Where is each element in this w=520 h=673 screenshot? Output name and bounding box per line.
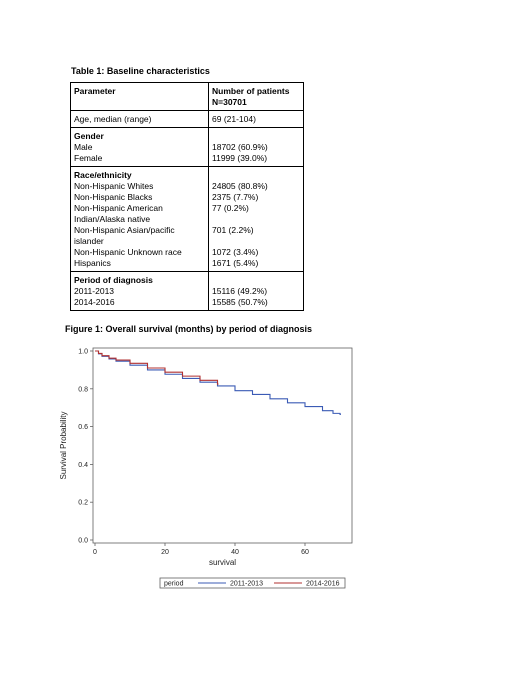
row-value: 15116 (49.2%) — [212, 286, 268, 296]
age-value: 69 (21-104) — [208, 110, 304, 128]
group-values: 15116 (49.2%) 15585 (50.7%) — [208, 271, 304, 311]
table-header-row: Parameter Number of patients N=30701 — [70, 82, 304, 111]
group-row: Gender Male Female 18702 (60.9%) 11999 (39.… — [70, 127, 304, 167]
y-tick-label: 0.2 — [78, 500, 88, 507]
x-axis-label: survival — [209, 558, 236, 567]
age-label: Age, median (range) — [70, 110, 209, 128]
group-title-spacer — [212, 170, 300, 181]
group-labels: Period of diagnosis 2011-2013 2014-2016 — [70, 271, 209, 311]
row-label: Non-Hispanic American — [74, 203, 163, 213]
survival-curves — [95, 350, 341, 415]
row-label: 2014-2016 — [74, 297, 115, 307]
plot-frame — [92, 347, 353, 544]
value-spacer — [212, 236, 300, 247]
survival-chart: 0.0 0.2 0.4 0.6 0.8 1.0 0 20 40 60 Survival Prob… — [59, 347, 353, 589]
y-tick-label: 0.6 — [78, 424, 88, 431]
x-tick-label: 20 — [161, 549, 169, 556]
group-labels: Race/ethnicity Non-Hispanic Whites Non-His… — [70, 166, 209, 272]
group-values: 18702 (60.9%) 11999 (39.0%) — [208, 127, 304, 167]
survival-curve-1 — [95, 350, 219, 385]
group-row: Period of diagnosis 2011-2013 2014-2016 15… — [70, 271, 304, 311]
parameter-header: Parameter — [70, 82, 209, 111]
row-value: 15585 (50.7%) — [212, 297, 268, 307]
y-axis-ticks: 0.0 0.2 0.4 0.6 0.8 1.0 — [78, 349, 93, 545]
x-tick-label: 60 — [301, 549, 309, 556]
patients-header-line1: Number of patients — [212, 86, 290, 96]
legend-title: period — [164, 581, 184, 588]
y-tick-label: 0.8 — [78, 386, 88, 393]
row-label: 2011-2013 — [74, 286, 115, 296]
group-title-spacer — [212, 131, 300, 142]
row-value: 18702 (60.9%) — [212, 142, 268, 152]
legend-box — [159, 577, 346, 589]
figure-caption: Figure 1: Overall survival (months) by p… — [65, 324, 313, 334]
row-label: Non-Hispanic Unknown race — [74, 247, 182, 257]
x-tick-label: 0 — [93, 549, 97, 556]
group-row: Race/ethnicity Non-Hispanic Whites Non-His… — [70, 166, 304, 272]
group-title: Period of diagnosis — [74, 275, 153, 285]
patients-header: Number of patients N=30701 — [208, 82, 304, 111]
y-tick-label: 0.0 — [78, 538, 88, 545]
x-axis-ticks: 0 20 40 60 — [93, 543, 309, 556]
y-tick-label: 0.4 — [78, 462, 88, 469]
group-title: Gender — [74, 131, 104, 141]
row-label: Female — [74, 153, 103, 163]
row-label: Non-Hispanic Whites — [74, 181, 154, 191]
legend-label-1: 2014-2016 — [306, 581, 340, 588]
survival-curve-0 — [95, 350, 341, 415]
group-values: 24805 (80.8%) 2375 (7.7%) 77 (0.2%) 701 (2… — [208, 166, 304, 272]
baseline-table: Parameter Number of patients N=30701 Age… — [70, 82, 304, 311]
table-caption: Table 1: Baseline characteristics — [71, 66, 210, 76]
group-title: Race/ethnicity — [74, 170, 132, 180]
value-spacer — [212, 214, 300, 225]
x-tick-label: 40 — [231, 549, 239, 556]
row-label: Hispanics — [74, 258, 111, 268]
row-value: 701 (2.2%) — [212, 225, 254, 235]
age-row: Age, median (range) 69 (21-104) — [70, 110, 304, 128]
y-tick-label: 1.0 — [78, 349, 88, 356]
legend-label-0: 2011-2013 — [230, 581, 263, 588]
row-value: 11999 (39.0%) — [212, 153, 268, 163]
group-labels: Gender Male Female — [70, 127, 209, 167]
row-label: islander — [74, 236, 104, 246]
row-value: 24805 (80.8%) — [212, 181, 268, 191]
row-label: Non-Hispanic Blacks — [74, 192, 153, 202]
y-axis-label: Survival Probability — [59, 411, 68, 479]
row-label: Male — [74, 142, 93, 152]
row-value: 1072 (3.4%) — [212, 247, 259, 257]
row-value: 1671 (5.4%) — [212, 258, 259, 268]
row-label: Non-Hispanic Asian/pacific — [74, 225, 175, 235]
row-value: 2375 (7.7%) — [212, 192, 259, 202]
row-label: Indian/Alaska native — [74, 214, 151, 224]
patients-header-line2: N=30701 — [212, 97, 247, 107]
chart-legend: period 2011-2013 2014-2016 — [159, 577, 346, 589]
group-title-spacer — [212, 275, 300, 286]
row-value: 77 (0.2%) — [212, 203, 249, 213]
